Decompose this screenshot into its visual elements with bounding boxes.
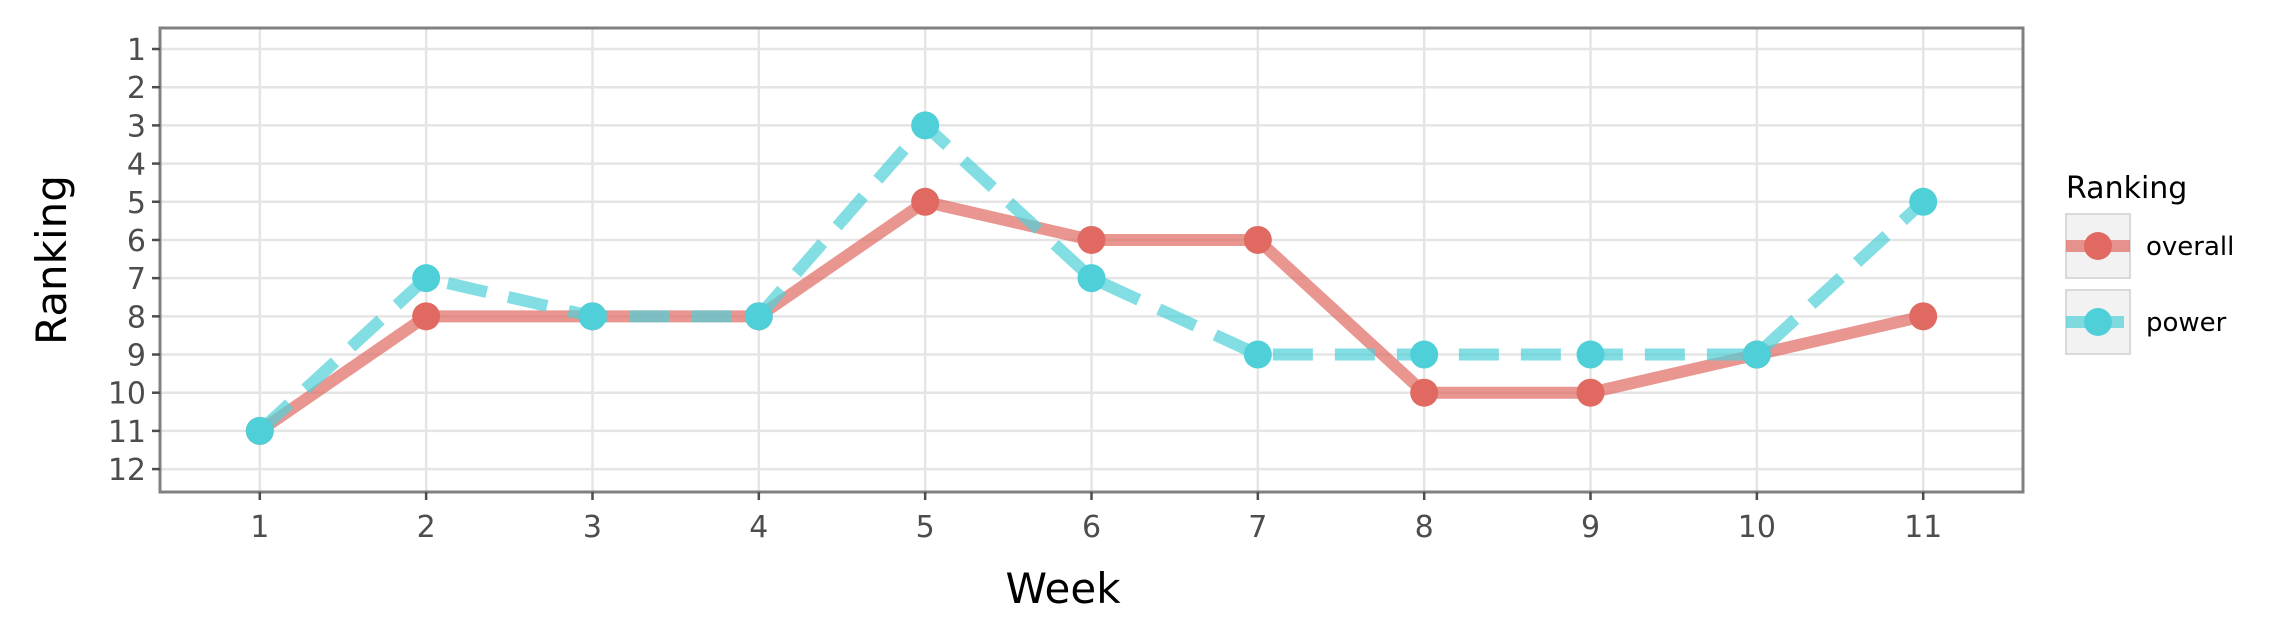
x-tick-label: 5 — [916, 510, 935, 545]
y-tick-label: 12 — [108, 453, 146, 488]
y-tick-label: 1 — [127, 33, 146, 68]
legend-title: Ranking — [2066, 171, 2187, 206]
point-overall — [911, 187, 940, 216]
legend-label-overall: overall — [2146, 232, 2234, 262]
y-tick-label: 7 — [127, 262, 146, 297]
point-power — [245, 416, 274, 445]
x-tick-label: 6 — [1082, 510, 1101, 545]
y-tick-label: 10 — [108, 377, 146, 412]
legend-label-power: power — [2146, 308, 2227, 338]
series-layer — [245, 111, 1938, 445]
x-tick-label: 10 — [1738, 510, 1776, 545]
x-tick-label: 11 — [1904, 510, 1942, 545]
y-tick-label: 11 — [108, 415, 146, 450]
point-power — [1243, 340, 1272, 369]
x-tick-label: 2 — [417, 510, 436, 545]
y-tick-label: 4 — [127, 148, 146, 183]
x-tick-label: 8 — [1415, 510, 1434, 545]
point-overall — [1243, 225, 1272, 254]
point-overall — [1077, 225, 1106, 254]
x-axis-title: Week — [1005, 564, 1121, 613]
x-tick-label: 4 — [749, 510, 768, 545]
x-axis: 1 2 3 4 5 6 7 8 9 10 11 — [250, 492, 1942, 545]
legend-key-power — [2065, 289, 2131, 355]
legend-items: overall power — [2065, 213, 2234, 355]
x-tick-label: 3 — [583, 510, 602, 545]
point-power — [744, 302, 773, 331]
y-tick-label: 9 — [127, 339, 146, 374]
x-tick-label: 1 — [250, 510, 269, 545]
point-power — [1742, 340, 1771, 369]
legend-key-overall — [2065, 213, 2131, 279]
point-power — [578, 302, 607, 331]
point-power — [1077, 264, 1106, 293]
y-tick-label: 6 — [127, 224, 146, 259]
point-overall — [1410, 378, 1439, 407]
point-power — [911, 111, 940, 140]
point-power — [1909, 187, 1938, 216]
point-overall — [412, 302, 441, 331]
series-line-power — [255, 119, 1928, 436]
y-tick-label: 8 — [127, 300, 146, 335]
y-tick-label: 5 — [127, 186, 146, 221]
point-power — [412, 264, 441, 293]
y-axis-title: Ranking — [27, 175, 76, 345]
x-tick-label: 9 — [1581, 510, 1600, 545]
point-overall — [1909, 302, 1938, 331]
y-tick-label: 3 — [127, 109, 146, 144]
point-overall — [1576, 378, 1605, 407]
point-power — [1410, 340, 1439, 369]
x-tick-label: 7 — [1248, 510, 1267, 545]
point-power — [1576, 340, 1605, 369]
legend: Ranking overall power — [2065, 171, 2234, 355]
y-tick-label: 2 — [127, 71, 146, 106]
